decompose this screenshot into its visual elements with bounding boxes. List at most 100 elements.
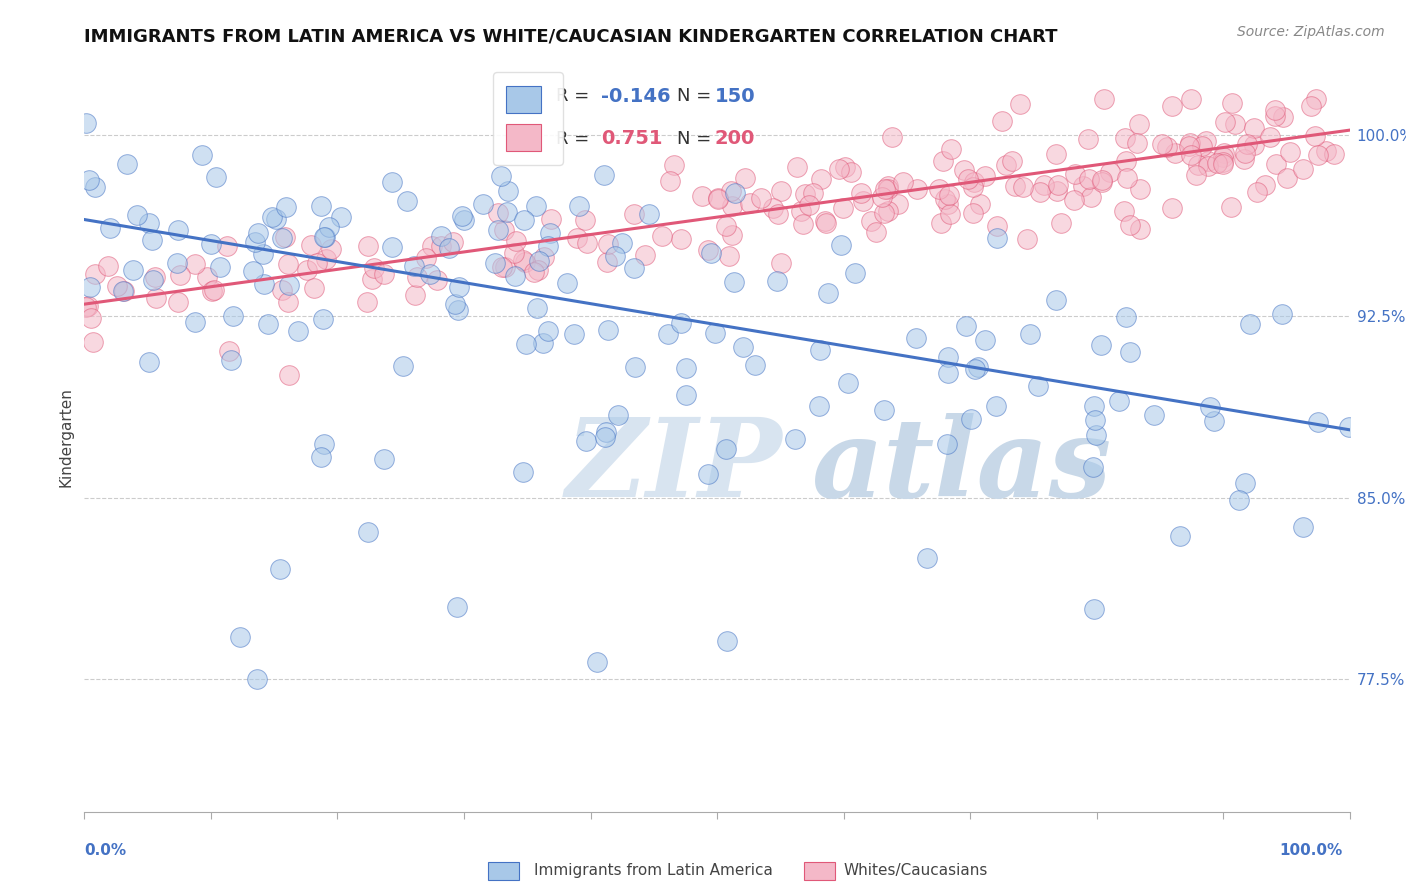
Point xyxy=(115,157,138,171)
Point xyxy=(446,600,468,615)
Point xyxy=(1308,415,1330,429)
Point xyxy=(315,252,337,267)
Point xyxy=(1275,171,1298,186)
Text: 0.751: 0.751 xyxy=(600,129,662,148)
Point xyxy=(98,221,121,235)
Point xyxy=(329,210,352,224)
Point xyxy=(915,551,938,566)
Point xyxy=(1064,168,1087,182)
Point xyxy=(1264,103,1286,117)
Text: 150: 150 xyxy=(714,87,755,105)
Text: Whites/Caucasians: Whites/Caucasians xyxy=(844,863,988,878)
Point xyxy=(202,283,225,297)
Point xyxy=(1279,145,1302,159)
Point xyxy=(486,222,509,236)
Point xyxy=(215,239,238,253)
Point xyxy=(183,314,205,328)
Point xyxy=(430,229,453,244)
Point xyxy=(312,312,335,326)
Point xyxy=(1243,121,1265,136)
Point xyxy=(1306,148,1329,162)
Point xyxy=(205,169,228,184)
Text: atlas: atlas xyxy=(813,413,1112,521)
Point xyxy=(419,267,441,281)
Point xyxy=(724,186,747,200)
Point xyxy=(610,235,633,250)
Point xyxy=(357,524,380,539)
Point xyxy=(1063,193,1085,207)
Point xyxy=(595,425,617,439)
Point xyxy=(1271,307,1294,321)
Point xyxy=(125,208,148,222)
Point xyxy=(531,336,554,351)
Point xyxy=(716,634,738,648)
Point xyxy=(707,193,730,207)
Point xyxy=(669,232,692,246)
Point xyxy=(623,261,645,276)
Point xyxy=(733,341,755,355)
Point xyxy=(1090,173,1112,187)
Point xyxy=(246,672,269,686)
Point xyxy=(441,235,464,250)
Point xyxy=(444,297,467,311)
Point xyxy=(526,301,548,316)
Point xyxy=(957,172,980,186)
Point xyxy=(1090,175,1112,189)
Point xyxy=(112,284,135,298)
Point xyxy=(607,408,630,422)
Point xyxy=(138,354,160,368)
Point xyxy=(696,244,718,258)
Point xyxy=(1143,408,1166,422)
Point xyxy=(562,327,585,342)
Point xyxy=(786,161,808,175)
Point xyxy=(928,182,950,196)
Text: Immigrants from Latin America: Immigrants from Latin America xyxy=(534,863,773,878)
Y-axis label: Kindergarten: Kindergarten xyxy=(58,387,73,487)
Point xyxy=(675,361,697,376)
Point xyxy=(873,206,896,220)
Point xyxy=(792,217,814,231)
Point xyxy=(77,299,100,313)
Point xyxy=(356,294,378,309)
Point xyxy=(195,270,218,285)
Point xyxy=(568,199,591,213)
Point xyxy=(271,230,294,244)
Point xyxy=(1265,157,1288,171)
Point xyxy=(1212,155,1234,169)
Point xyxy=(1045,146,1067,161)
Point xyxy=(720,198,742,212)
Point xyxy=(1000,154,1022,169)
Point xyxy=(876,178,898,193)
Point xyxy=(1098,165,1121,179)
Point xyxy=(962,176,984,190)
Point xyxy=(565,231,588,245)
Point xyxy=(243,235,266,250)
Point xyxy=(1239,317,1261,331)
Point xyxy=(675,388,697,402)
Point xyxy=(769,255,792,269)
Point xyxy=(105,278,128,293)
Point xyxy=(396,194,419,208)
Point xyxy=(381,175,404,189)
Text: N =: N = xyxy=(676,130,717,148)
Point xyxy=(703,326,725,340)
Point xyxy=(766,274,789,288)
Point xyxy=(586,656,609,670)
Point xyxy=(1199,400,1222,414)
Point xyxy=(1323,146,1346,161)
Point xyxy=(605,249,627,263)
Text: IMMIGRANTS FROM LATIN AMERICA VS WHITE/CAUCASIAN KINDERGARTEN CORRELATION CHART: IMMIGRANTS FROM LATIN AMERICA VS WHITE/C… xyxy=(84,28,1057,45)
Point xyxy=(1119,344,1142,359)
Point xyxy=(79,280,101,294)
Point xyxy=(1212,150,1234,164)
Point xyxy=(1150,137,1173,152)
Point xyxy=(406,269,429,284)
Point xyxy=(801,186,824,201)
Point xyxy=(143,269,166,284)
Legend: , : , xyxy=(492,72,562,165)
Point xyxy=(502,245,524,260)
Point xyxy=(505,235,527,249)
Point xyxy=(1177,139,1199,153)
Point xyxy=(373,452,395,467)
Point xyxy=(815,216,838,230)
